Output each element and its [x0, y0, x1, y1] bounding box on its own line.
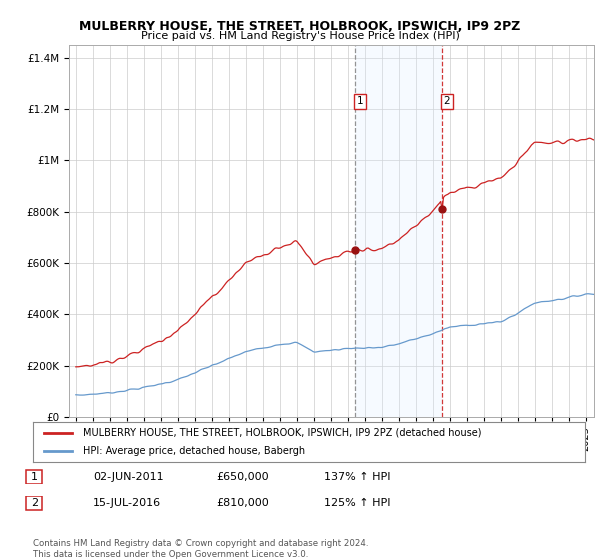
Text: 1: 1	[356, 96, 363, 106]
Text: MULBERRY HOUSE, THE STREET, HOLBROOK, IPSWICH, IP9 2PZ (detached house): MULBERRY HOUSE, THE STREET, HOLBROOK, IP…	[83, 428, 481, 438]
Text: MULBERRY HOUSE, THE STREET, HOLBROOK, IPSWICH, IP9 2PZ: MULBERRY HOUSE, THE STREET, HOLBROOK, IP…	[79, 20, 521, 32]
Text: £810,000: £810,000	[216, 498, 269, 508]
FancyBboxPatch shape	[26, 469, 42, 484]
Text: HPI: Average price, detached house, Babergh: HPI: Average price, detached house, Babe…	[83, 446, 305, 456]
Text: 137% ↑ HPI: 137% ↑ HPI	[324, 472, 391, 482]
Text: 15-JUL-2016: 15-JUL-2016	[93, 498, 161, 508]
Text: 1: 1	[31, 472, 38, 482]
Text: £650,000: £650,000	[216, 472, 269, 482]
Text: 2: 2	[443, 96, 450, 106]
Text: 2: 2	[31, 498, 38, 508]
Bar	[355, 45, 442, 417]
Text: 02-JUN-2011: 02-JUN-2011	[93, 472, 164, 482]
Text: 125% ↑ HPI: 125% ↑ HPI	[324, 498, 391, 508]
Text: Price paid vs. HM Land Registry's House Price Index (HPI): Price paid vs. HM Land Registry's House …	[140, 31, 460, 41]
FancyBboxPatch shape	[26, 496, 42, 511]
Text: Contains HM Land Registry data © Crown copyright and database right 2024.
This d: Contains HM Land Registry data © Crown c…	[33, 539, 368, 559]
